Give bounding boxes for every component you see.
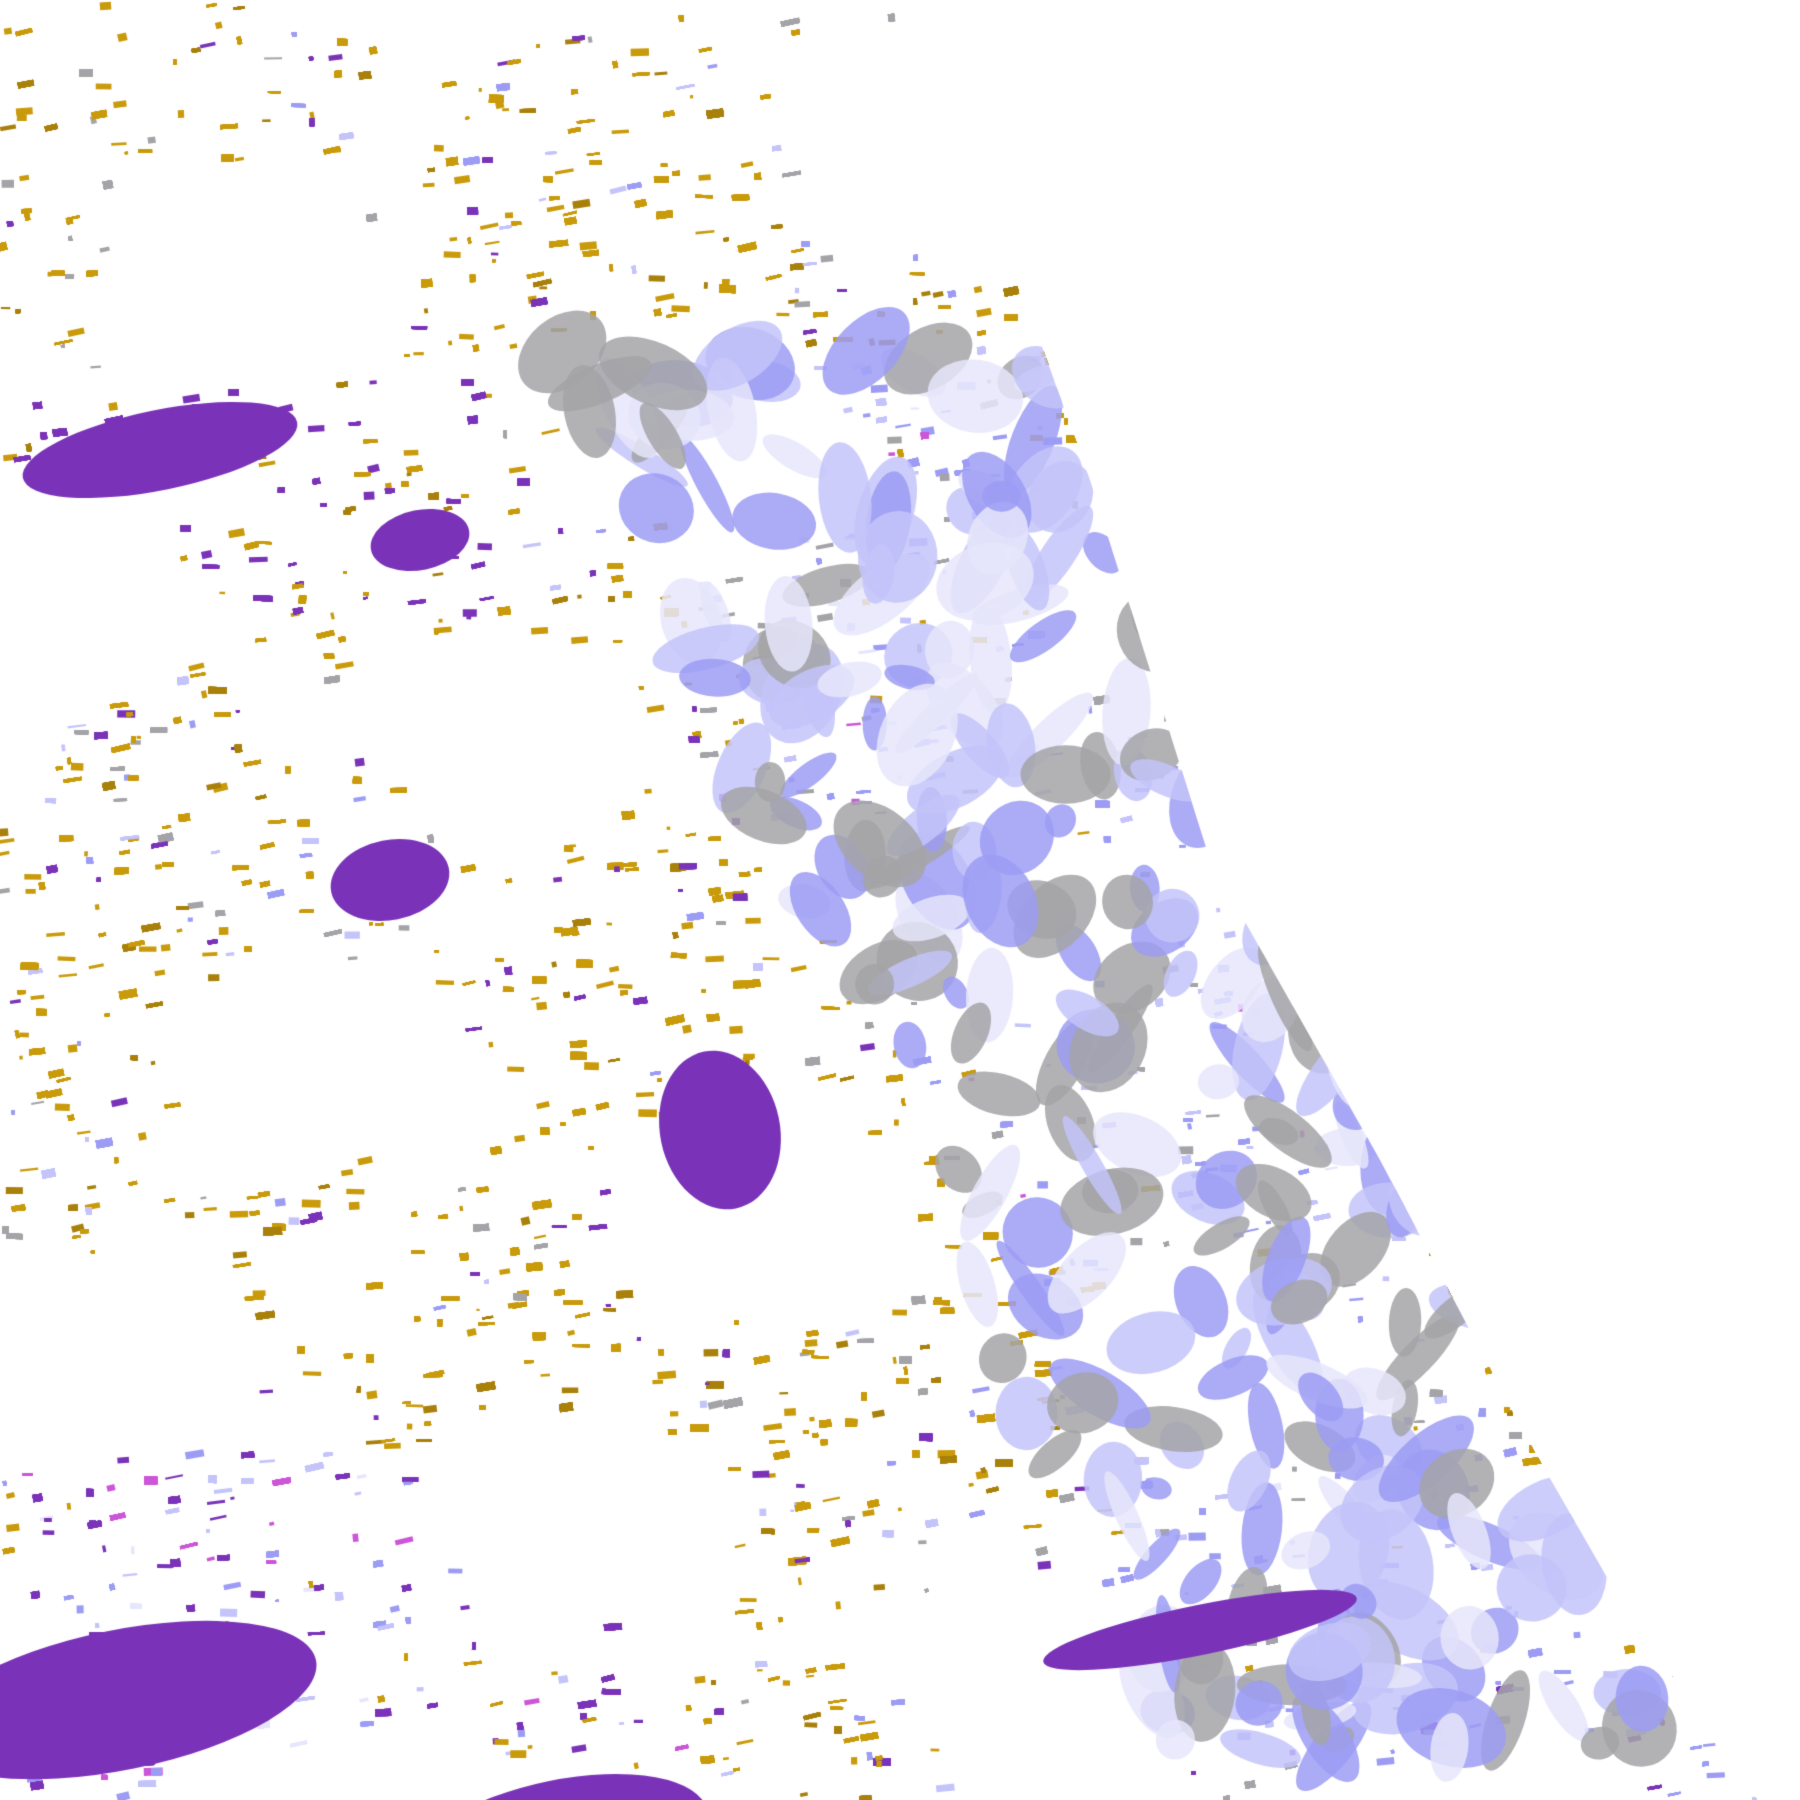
satellite-map <box>0 0 1800 1800</box>
cloud-classification-image <box>0 0 1800 1800</box>
